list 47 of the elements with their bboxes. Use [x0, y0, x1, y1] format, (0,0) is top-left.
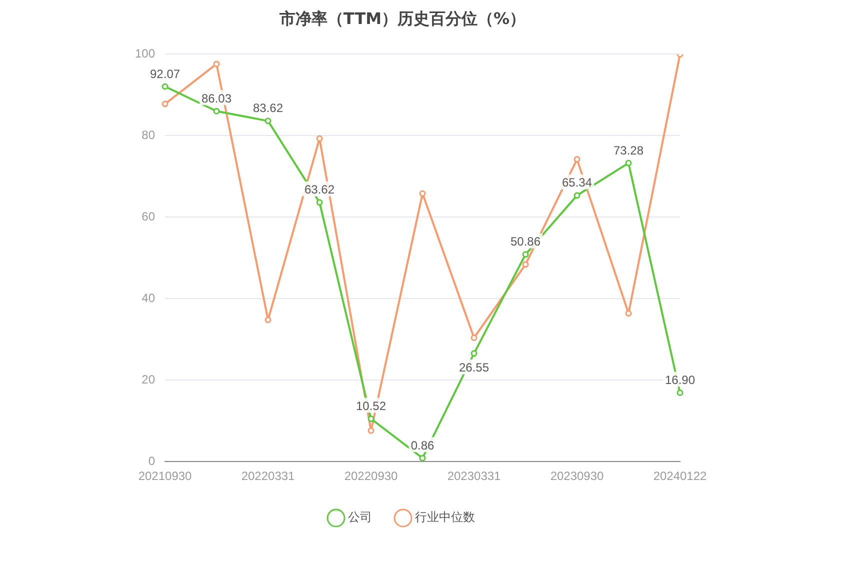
point: [162, 83, 168, 90]
data-label: 16.90: [664, 373, 696, 388]
point: [316, 135, 323, 142]
point: [522, 251, 529, 258]
point: [368, 427, 374, 434]
x-tick-label: 20220930: [344, 469, 398, 484]
x-tick-label: 20220331: [241, 469, 296, 484]
legend-label: 公司: [348, 510, 372, 524]
point: [522, 261, 529, 268]
y-tick-label: 100: [134, 46, 156, 61]
point: [470, 334, 478, 341]
point: [419, 454, 426, 462]
y-tick-label: 80: [142, 128, 156, 142]
legend-label: 行业中位数: [415, 510, 475, 524]
data-label: 86.03: [202, 91, 232, 106]
data-label: 92.07: [150, 66, 180, 81]
x-tick-label: 20230331: [447, 469, 502, 484]
data-label: 10.52: [356, 399, 386, 414]
point: [162, 100, 168, 108]
point: [574, 156, 580, 163]
data-label: 26.55: [458, 360, 490, 375]
data-label: 65.34: [562, 176, 592, 190]
point: [368, 415, 374, 422]
point: [316, 199, 323, 206]
point: [264, 316, 272, 324]
data-label: 63.62: [304, 182, 335, 197]
data-label: 0.86: [410, 438, 435, 452]
x-tick-label: 20240122: [653, 469, 708, 484]
point: [574, 192, 580, 199]
y-tick-label: 40: [142, 290, 156, 305]
x-tick-label: 20210930: [138, 469, 192, 484]
data-label: 83.62: [253, 101, 284, 116]
x-tick-label: 20230930: [550, 469, 604, 484]
point: [213, 108, 220, 114]
point: [470, 350, 478, 357]
data-label: 73.28: [613, 143, 644, 158]
point: [419, 190, 426, 197]
point: [625, 160, 632, 166]
y-tick-label: 20: [142, 372, 156, 386]
point: [264, 118, 272, 124]
point: [676, 390, 684, 396]
chart-title: 市净率（TTM）历史百分位（%）: [278, 8, 526, 28]
point: [625, 310, 632, 317]
data-label: 50.86: [510, 234, 541, 249]
y-tick-label: 0: [148, 454, 156, 468]
y-tick-label: 60: [142, 209, 156, 224]
point: [213, 60, 220, 68]
